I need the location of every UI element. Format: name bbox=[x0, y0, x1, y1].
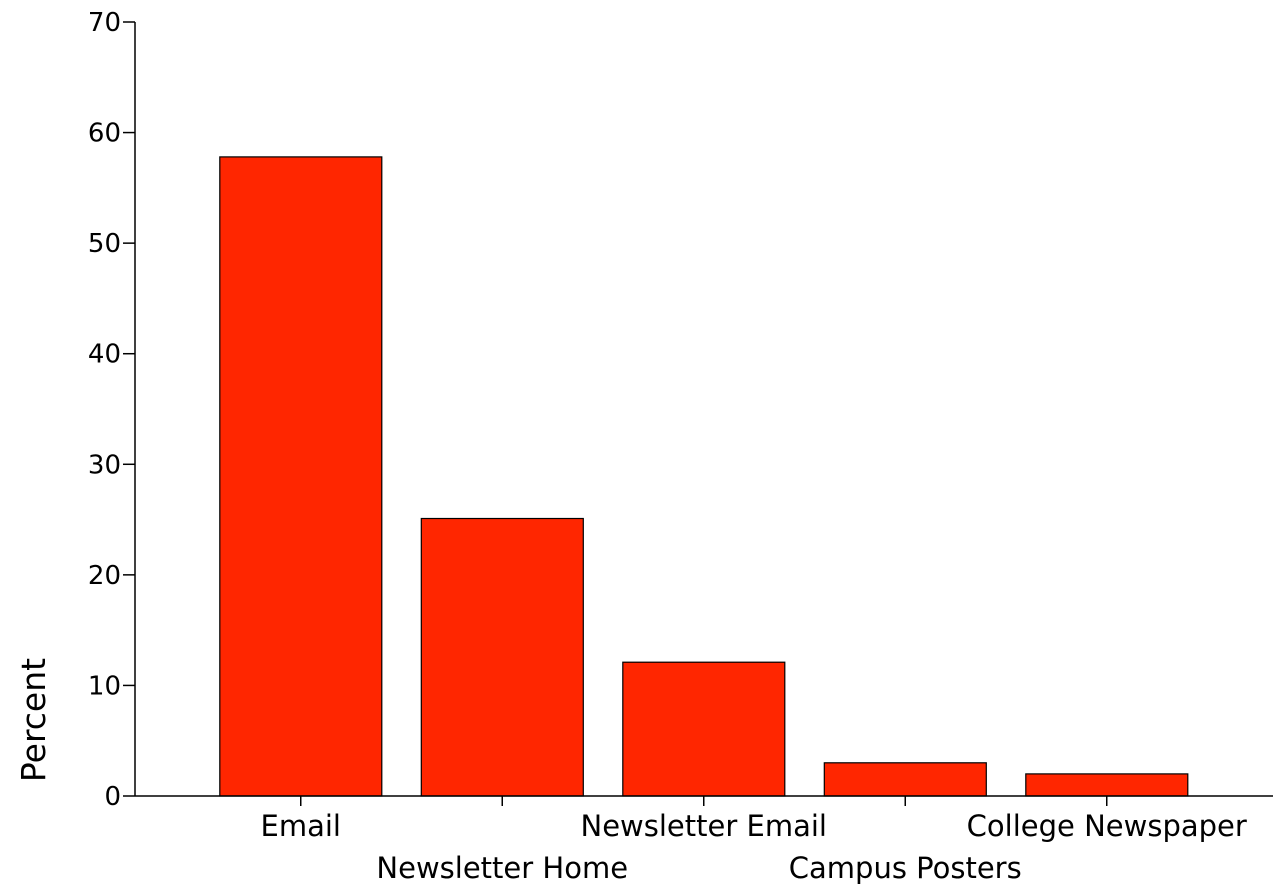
y-tick-label-2: 20 bbox=[88, 561, 121, 591]
y-axis-title: Percent bbox=[14, 658, 53, 782]
y-tick-label-1: 10 bbox=[88, 671, 121, 701]
bar-1 bbox=[420, 517, 584, 797]
bars-group bbox=[219, 156, 1189, 797]
x-axis: Email Newsletter Home Newsletter Email Camp… bbox=[135, 795, 1273, 885]
y-tick-label-0: 0 bbox=[104, 782, 121, 812]
y-tick-label-3: 30 bbox=[88, 450, 121, 480]
bar-2 bbox=[622, 661, 786, 797]
x-tick-label-0: Email bbox=[261, 809, 341, 843]
x-tick-label-4: College Newspaper bbox=[967, 809, 1247, 843]
y-tick-label-6: 60 bbox=[88, 119, 121, 149]
bar-0 bbox=[219, 156, 383, 797]
y-tick-label-5: 50 bbox=[88, 229, 121, 259]
x-tick-label-2: Newsletter Email bbox=[581, 809, 827, 843]
x-tick-label-3: Campus Posters bbox=[789, 851, 1022, 885]
y-tick-label-4: 40 bbox=[88, 340, 121, 370]
y-tick-label-7: 70 bbox=[88, 8, 121, 38]
bar-3 bbox=[823, 762, 987, 797]
y-axis: 0 10 20 30 40 50 60 70 bbox=[88, 8, 136, 812]
bar-4 bbox=[1025, 773, 1189, 797]
x-tick-label-1: Newsletter Home bbox=[376, 851, 628, 885]
